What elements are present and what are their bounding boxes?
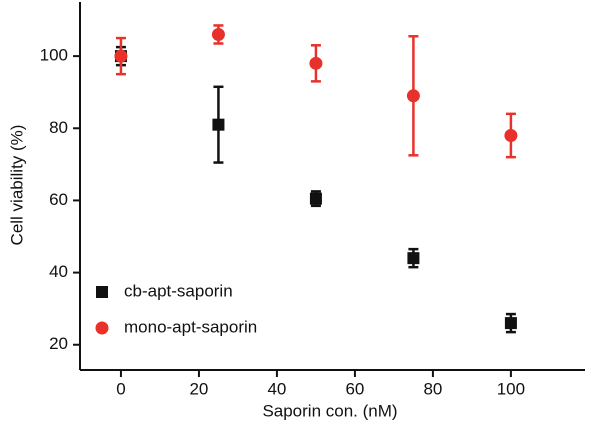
- point: [114, 49, 128, 63]
- x-tick-label: 0: [116, 379, 125, 398]
- point: [309, 192, 322, 205]
- point: [212, 118, 225, 131]
- legend-marker: [96, 286, 108, 298]
- legend-label: cb-apt-saporin: [124, 281, 233, 300]
- point: [211, 27, 225, 41]
- legend-label: mono-apt-saporin: [124, 317, 257, 336]
- x-tick-label: 20: [189, 379, 208, 398]
- y-axis-label: Cell viability (%): [7, 125, 26, 246]
- point: [504, 128, 518, 142]
- x-tick-label: 60: [345, 379, 364, 398]
- y-tick-label: 40: [49, 262, 68, 281]
- point: [406, 89, 420, 103]
- y-tick-label: 20: [49, 334, 68, 353]
- x-tick-label: 40: [267, 379, 286, 398]
- y-tick-label: 80: [49, 118, 68, 137]
- y-tick-label: 60: [49, 190, 68, 209]
- y-tick-label: 100: [40, 46, 68, 65]
- point: [407, 252, 420, 265]
- point: [309, 56, 323, 70]
- x-tick-label: 100: [497, 379, 525, 398]
- x-axis-label: Saporin con. (nM): [262, 401, 397, 420]
- point: [504, 317, 517, 330]
- x-tick-label: 80: [423, 379, 442, 398]
- legend-marker: [95, 321, 109, 335]
